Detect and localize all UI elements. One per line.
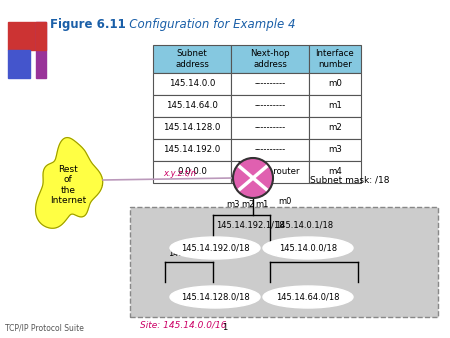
Text: m0: m0 — [278, 197, 292, 206]
Text: m3: m3 — [328, 145, 342, 154]
Text: m1: m1 — [328, 101, 342, 111]
Text: 145.14.64.0/18: 145.14.64.0/18 — [276, 292, 340, 301]
Text: 145.14.0.1/18: 145.14.0.1/18 — [275, 220, 333, 230]
Text: Configuration for Example 4: Configuration for Example 4 — [118, 18, 296, 31]
Text: 0.0.0.0: 0.0.0.0 — [177, 168, 207, 176]
Text: ----------: ---------- — [254, 79, 286, 89]
Polygon shape — [36, 138, 103, 228]
Bar — [8, 22, 36, 50]
Ellipse shape — [170, 286, 260, 308]
Text: default router: default router — [240, 168, 300, 176]
Bar — [8, 50, 30, 78]
Text: m0: m0 — [328, 79, 342, 89]
Text: m2: m2 — [328, 123, 342, 132]
Text: m1: m1 — [255, 200, 269, 209]
Bar — [153, 45, 231, 73]
Text: m3: m3 — [226, 200, 240, 209]
Ellipse shape — [170, 237, 260, 259]
Text: ----------: ---------- — [254, 101, 286, 111]
Bar — [231, 117, 309, 139]
Bar — [153, 161, 231, 183]
Bar — [309, 117, 361, 139]
Text: 145.14.0.0/18: 145.14.0.0/18 — [279, 243, 337, 252]
Text: Subnet
address: Subnet address — [175, 49, 209, 69]
Bar — [153, 73, 231, 95]
Bar — [309, 45, 361, 73]
Circle shape — [233, 158, 273, 198]
Bar — [153, 139, 231, 161]
Text: m4: m4 — [237, 159, 251, 168]
Bar — [231, 139, 309, 161]
Bar — [153, 95, 231, 117]
Ellipse shape — [263, 237, 353, 259]
Text: Interface
number: Interface number — [315, 49, 355, 69]
Bar — [309, 73, 361, 95]
Bar — [36, 22, 46, 78]
Bar — [231, 45, 309, 73]
Text: ----------: ---------- — [254, 123, 286, 132]
Text: 145.14.192.0: 145.14.192.0 — [163, 145, 220, 154]
Text: Figure 6.11: Figure 6.11 — [50, 18, 126, 31]
Bar — [309, 139, 361, 161]
Bar — [153, 117, 231, 139]
Bar — [130, 207, 438, 317]
Text: Subnet mask: /18: Subnet mask: /18 — [310, 175, 390, 185]
Text: x.y.z.t/n: x.y.z.t/n — [163, 169, 196, 177]
Text: 145.14.64.0: 145.14.64.0 — [166, 101, 218, 111]
Bar — [36, 22, 46, 50]
Text: 145.14.128.0/18: 145.14.128.0/18 — [180, 292, 249, 301]
Text: 145.14.0.0: 145.14.0.0 — [169, 79, 215, 89]
Text: 145.14.128.0: 145.14.128.0 — [163, 123, 220, 132]
Text: m2: m2 — [241, 200, 255, 209]
Ellipse shape — [263, 286, 353, 308]
Text: 145.14.192.1/18: 145.14.192.1/18 — [216, 220, 284, 230]
Text: 145.14.64.1/18: 145.14.64.1/18 — [273, 248, 337, 258]
Text: 1: 1 — [222, 323, 228, 333]
Text: ----------: ---------- — [254, 145, 286, 154]
Bar — [231, 73, 309, 95]
Bar — [231, 161, 309, 183]
Text: Site: 145.14.0.0/16: Site: 145.14.0.0/16 — [140, 320, 226, 330]
Text: TCP/IP Protocol Suite: TCP/IP Protocol Suite — [5, 323, 84, 333]
Text: 145.14.128.1/18: 145.14.128.1/18 — [168, 248, 237, 258]
Bar — [231, 95, 309, 117]
Bar — [309, 161, 361, 183]
Text: Rest
of
the
Internet: Rest of the Internet — [50, 165, 86, 205]
Text: 145.14.192.0/18: 145.14.192.0/18 — [181, 243, 249, 252]
Bar — [309, 95, 361, 117]
Text: Next-hop
address: Next-hop address — [250, 49, 290, 69]
Text: m4: m4 — [328, 168, 342, 176]
